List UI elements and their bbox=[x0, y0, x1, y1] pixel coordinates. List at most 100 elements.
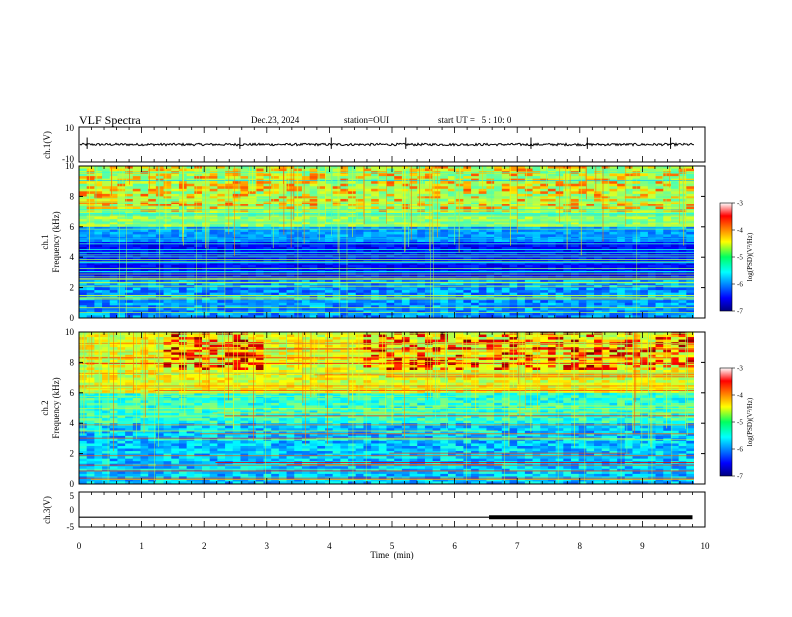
spec1-cell bbox=[571, 207, 579, 210]
spec1-cell bbox=[410, 265, 418, 268]
spec1-cell bbox=[410, 169, 418, 172]
spec1-cell bbox=[271, 229, 279, 232]
spec1-cell bbox=[686, 245, 694, 248]
spec1-cell bbox=[502, 308, 510, 311]
spec1-cell bbox=[686, 176, 694, 179]
spec1-cell bbox=[217, 212, 225, 215]
spec1-cell bbox=[87, 186, 95, 189]
spec1-cell bbox=[648, 174, 656, 177]
spec1-cell bbox=[102, 290, 110, 293]
spec1-cell bbox=[87, 229, 95, 232]
spec1-cell bbox=[379, 184, 387, 187]
spec1-cell bbox=[79, 229, 87, 232]
spec1-cell bbox=[640, 184, 648, 187]
spec1-cell bbox=[663, 196, 671, 199]
spec1-cell bbox=[117, 313, 125, 316]
spec1-cell bbox=[440, 265, 448, 268]
spec1-cell bbox=[502, 303, 510, 306]
spec1-cell bbox=[686, 300, 694, 303]
spec1-cell bbox=[287, 310, 295, 313]
spec1-cell bbox=[141, 265, 149, 268]
spec1-cell bbox=[371, 303, 379, 306]
spec1-cell bbox=[194, 181, 202, 184]
spec1-cell bbox=[117, 217, 125, 220]
spec1-cell bbox=[233, 186, 241, 189]
spec1-cell bbox=[187, 288, 195, 291]
spec1-cell bbox=[540, 239, 548, 242]
spec1-cell bbox=[502, 275, 510, 278]
spec1-cell bbox=[609, 313, 617, 316]
spec1-cell bbox=[333, 265, 341, 268]
spec1-cell bbox=[609, 300, 617, 303]
spec1-cell bbox=[110, 288, 118, 291]
spec1-cell bbox=[225, 288, 233, 291]
spec1-cell bbox=[556, 265, 564, 268]
spec1-cell bbox=[333, 234, 341, 237]
spec1-cell bbox=[179, 313, 187, 316]
spec1-cell bbox=[686, 313, 694, 316]
spec1-cell bbox=[486, 303, 494, 306]
spec1-cell bbox=[502, 191, 510, 194]
spec1-cell bbox=[517, 191, 525, 194]
spec1-cell bbox=[540, 169, 548, 172]
spec1-cell bbox=[517, 207, 525, 210]
spec1-cell bbox=[240, 199, 248, 202]
spec1-cell bbox=[656, 196, 664, 199]
spec1-cell bbox=[479, 224, 487, 227]
spec1-cell bbox=[94, 288, 102, 291]
spec1-cell bbox=[102, 310, 110, 313]
spec1-cell bbox=[79, 184, 87, 187]
spec1-cell bbox=[240, 275, 248, 278]
spec1-cell bbox=[609, 189, 617, 192]
spec1-cell bbox=[686, 290, 694, 293]
spec1-cell bbox=[294, 313, 302, 316]
spec1-cell bbox=[356, 275, 364, 278]
spec1-cell bbox=[379, 169, 387, 172]
spec1-cell bbox=[402, 290, 410, 293]
spec1-cell bbox=[471, 290, 479, 293]
spec1-cell bbox=[379, 313, 387, 316]
spec1-cell bbox=[417, 313, 425, 316]
spec1-cell bbox=[310, 310, 318, 313]
spec1-cell bbox=[310, 239, 318, 242]
spec1-cell bbox=[248, 229, 256, 232]
spec1-ticks-label-4: 8 bbox=[70, 191, 75, 201]
spec1-cell bbox=[663, 275, 671, 278]
spec1-cell bbox=[302, 217, 310, 220]
spec1-cell bbox=[187, 300, 195, 303]
spec1-cell bbox=[486, 313, 494, 316]
spec1-cell bbox=[686, 196, 694, 199]
spec1-cell bbox=[579, 184, 587, 187]
spec1-cell bbox=[556, 290, 564, 293]
spec1-cell bbox=[87, 189, 95, 192]
spec1-cell bbox=[187, 169, 195, 172]
spec1-cell bbox=[433, 217, 441, 220]
spec1-cell bbox=[240, 196, 248, 199]
spec1-cell bbox=[394, 184, 402, 187]
spec1-cell bbox=[402, 234, 410, 237]
spec1-cell bbox=[233, 265, 241, 268]
spec1-cell bbox=[302, 186, 310, 189]
spec1-cell bbox=[671, 169, 679, 172]
spec1-cell bbox=[394, 290, 402, 293]
spec1-cell bbox=[79, 191, 87, 194]
spec1-cell bbox=[410, 229, 418, 232]
spec1-cell bbox=[371, 300, 379, 303]
spec1-cell bbox=[402, 303, 410, 306]
spec1-cell bbox=[679, 239, 687, 242]
spec1-cell bbox=[133, 288, 141, 291]
spec1-cell bbox=[433, 169, 441, 172]
spec1-cell bbox=[233, 169, 241, 172]
spec1-cell bbox=[417, 229, 425, 232]
spec1-cell bbox=[348, 300, 356, 303]
spec1-cell bbox=[233, 189, 241, 192]
spec1-cell bbox=[387, 313, 395, 316]
spec1-cell bbox=[548, 174, 556, 177]
spec1-cell bbox=[502, 310, 510, 313]
spec1-cell bbox=[225, 300, 233, 303]
spec1-cell bbox=[586, 288, 594, 291]
spec1-cell bbox=[671, 212, 679, 215]
spec1-cell bbox=[579, 224, 587, 227]
spec1-cell bbox=[525, 308, 533, 311]
